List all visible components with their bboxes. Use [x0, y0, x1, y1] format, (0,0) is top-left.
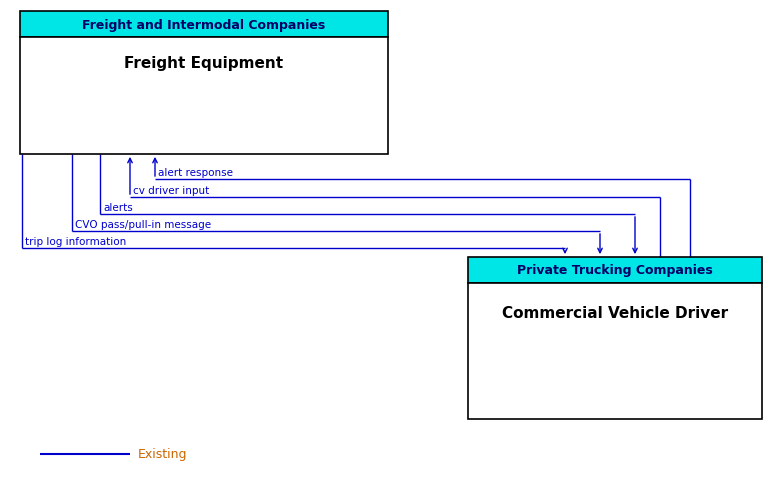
Text: cv driver input: cv driver input [133, 186, 210, 196]
Text: Freight Equipment: Freight Equipment [124, 56, 284, 71]
Bar [468, 284, 762, 419]
Text: alerts: alerts [103, 203, 133, 212]
Bar [20, 12, 388, 38]
Text: Existing: Existing [138, 448, 188, 461]
Bar [468, 257, 762, 284]
Text: Commercial Vehicle Driver: Commercial Vehicle Driver [502, 306, 728, 321]
Text: Private Trucking Companies: Private Trucking Companies [517, 264, 713, 277]
Text: alert response: alert response [158, 167, 233, 178]
Text: Freight and Intermodal Companies: Freight and Intermodal Companies [82, 18, 325, 31]
Bar [20, 38, 388, 155]
Text: trip log information: trip log information [25, 237, 126, 246]
Text: CVO pass/pull-in message: CVO pass/pull-in message [75, 220, 211, 229]
